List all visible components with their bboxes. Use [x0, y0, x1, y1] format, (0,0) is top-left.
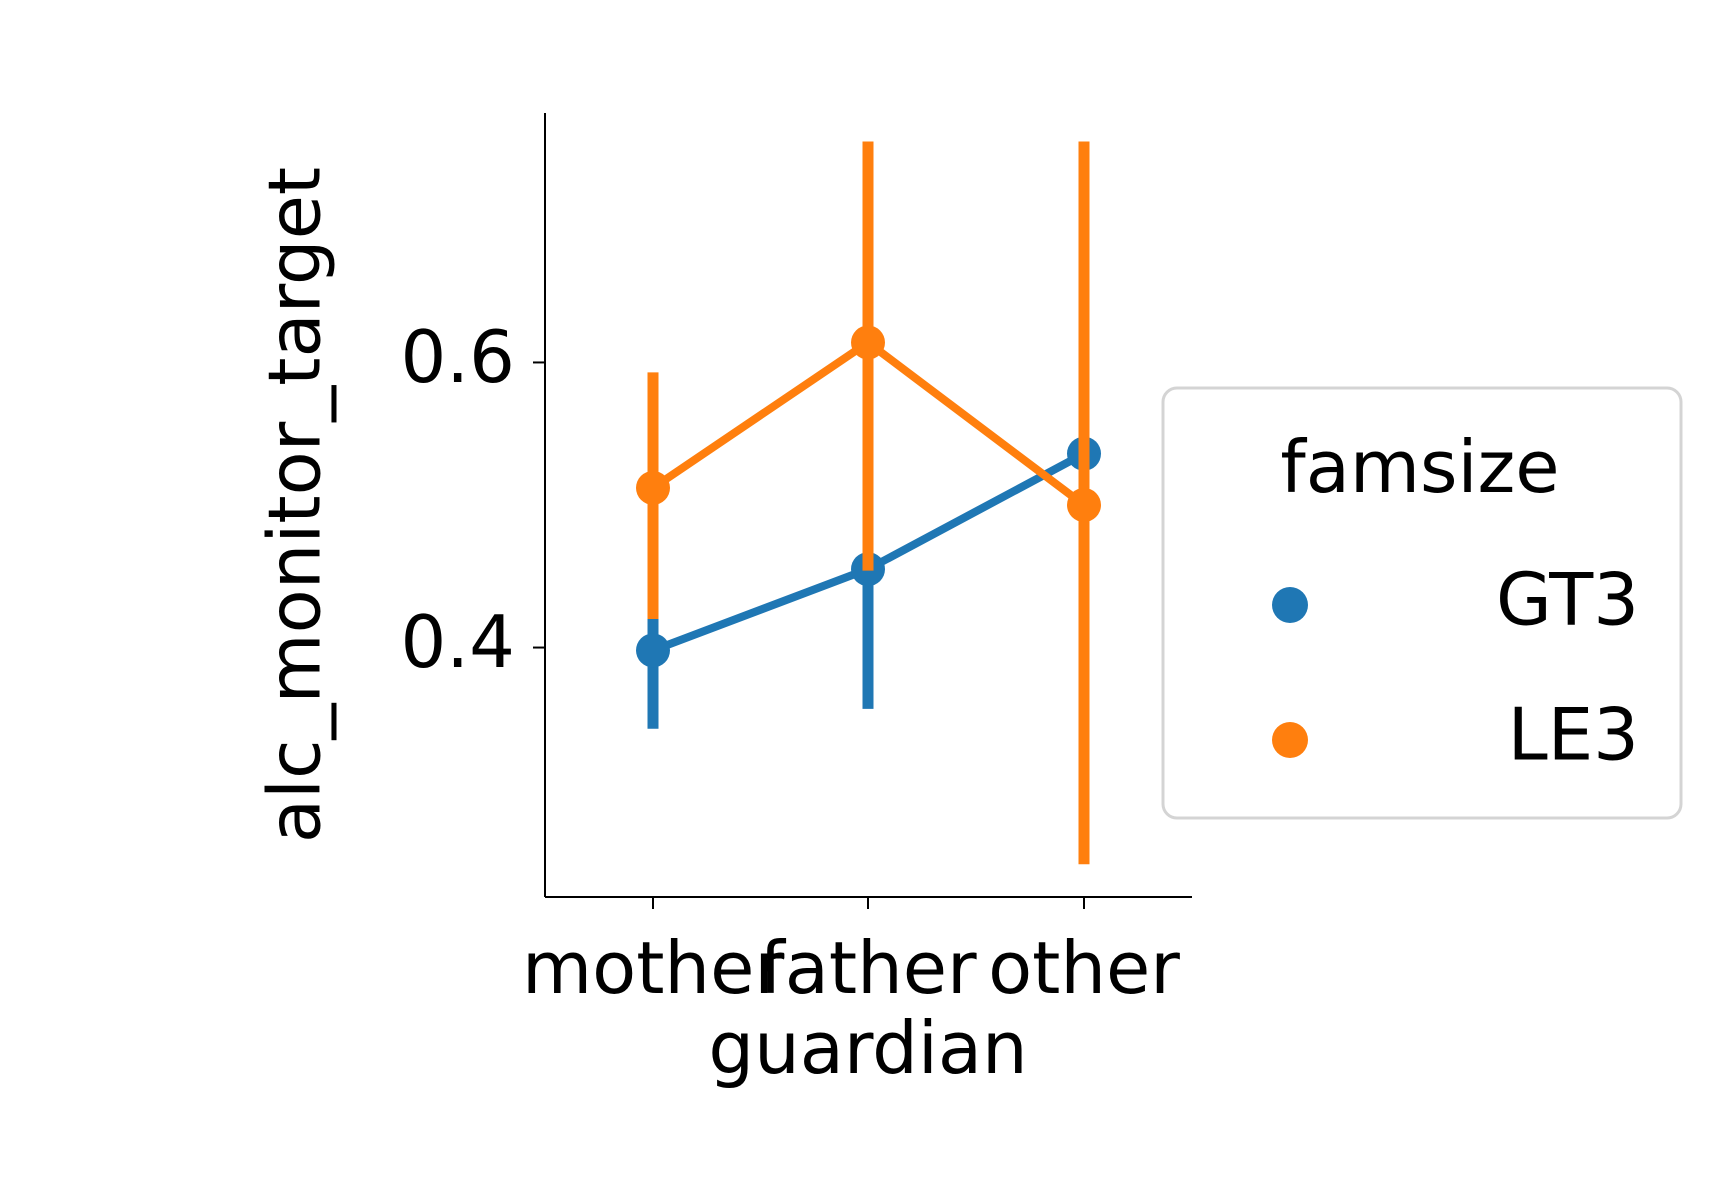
- legend-frame: [1161, 386, 1683, 820]
- y-ticks: 0.4 0.6: [400, 315, 545, 684]
- data-point: [851, 325, 885, 360]
- legend-marker: [1272, 722, 1308, 758]
- y-tick-label: 0.6: [400, 315, 515, 399]
- x-tick-label: father: [759, 926, 977, 1010]
- legend-label: LE3: [1508, 693, 1639, 777]
- data-point: [636, 633, 670, 668]
- legend-title: famsize: [1280, 425, 1559, 509]
- legend-marker: [1272, 587, 1308, 623]
- y-axis-label: alc_monitor_target: [253, 167, 337, 843]
- legend-items: GT3 LE3: [1272, 558, 1639, 777]
- legend: famsize GT3 LE3: [1161, 386, 1683, 820]
- series-LE3: [636, 141, 1101, 865]
- x-tick-label: other: [988, 926, 1180, 1010]
- legend-label: GT3: [1496, 558, 1639, 642]
- x-axis-label: guardian: [708, 1006, 1027, 1090]
- series-layer: [636, 141, 1101, 865]
- x-tick-label: mother: [522, 926, 784, 1010]
- y-tick-label: 0.4: [400, 600, 515, 684]
- data-point: [636, 470, 670, 505]
- data-point: [1067, 488, 1101, 522]
